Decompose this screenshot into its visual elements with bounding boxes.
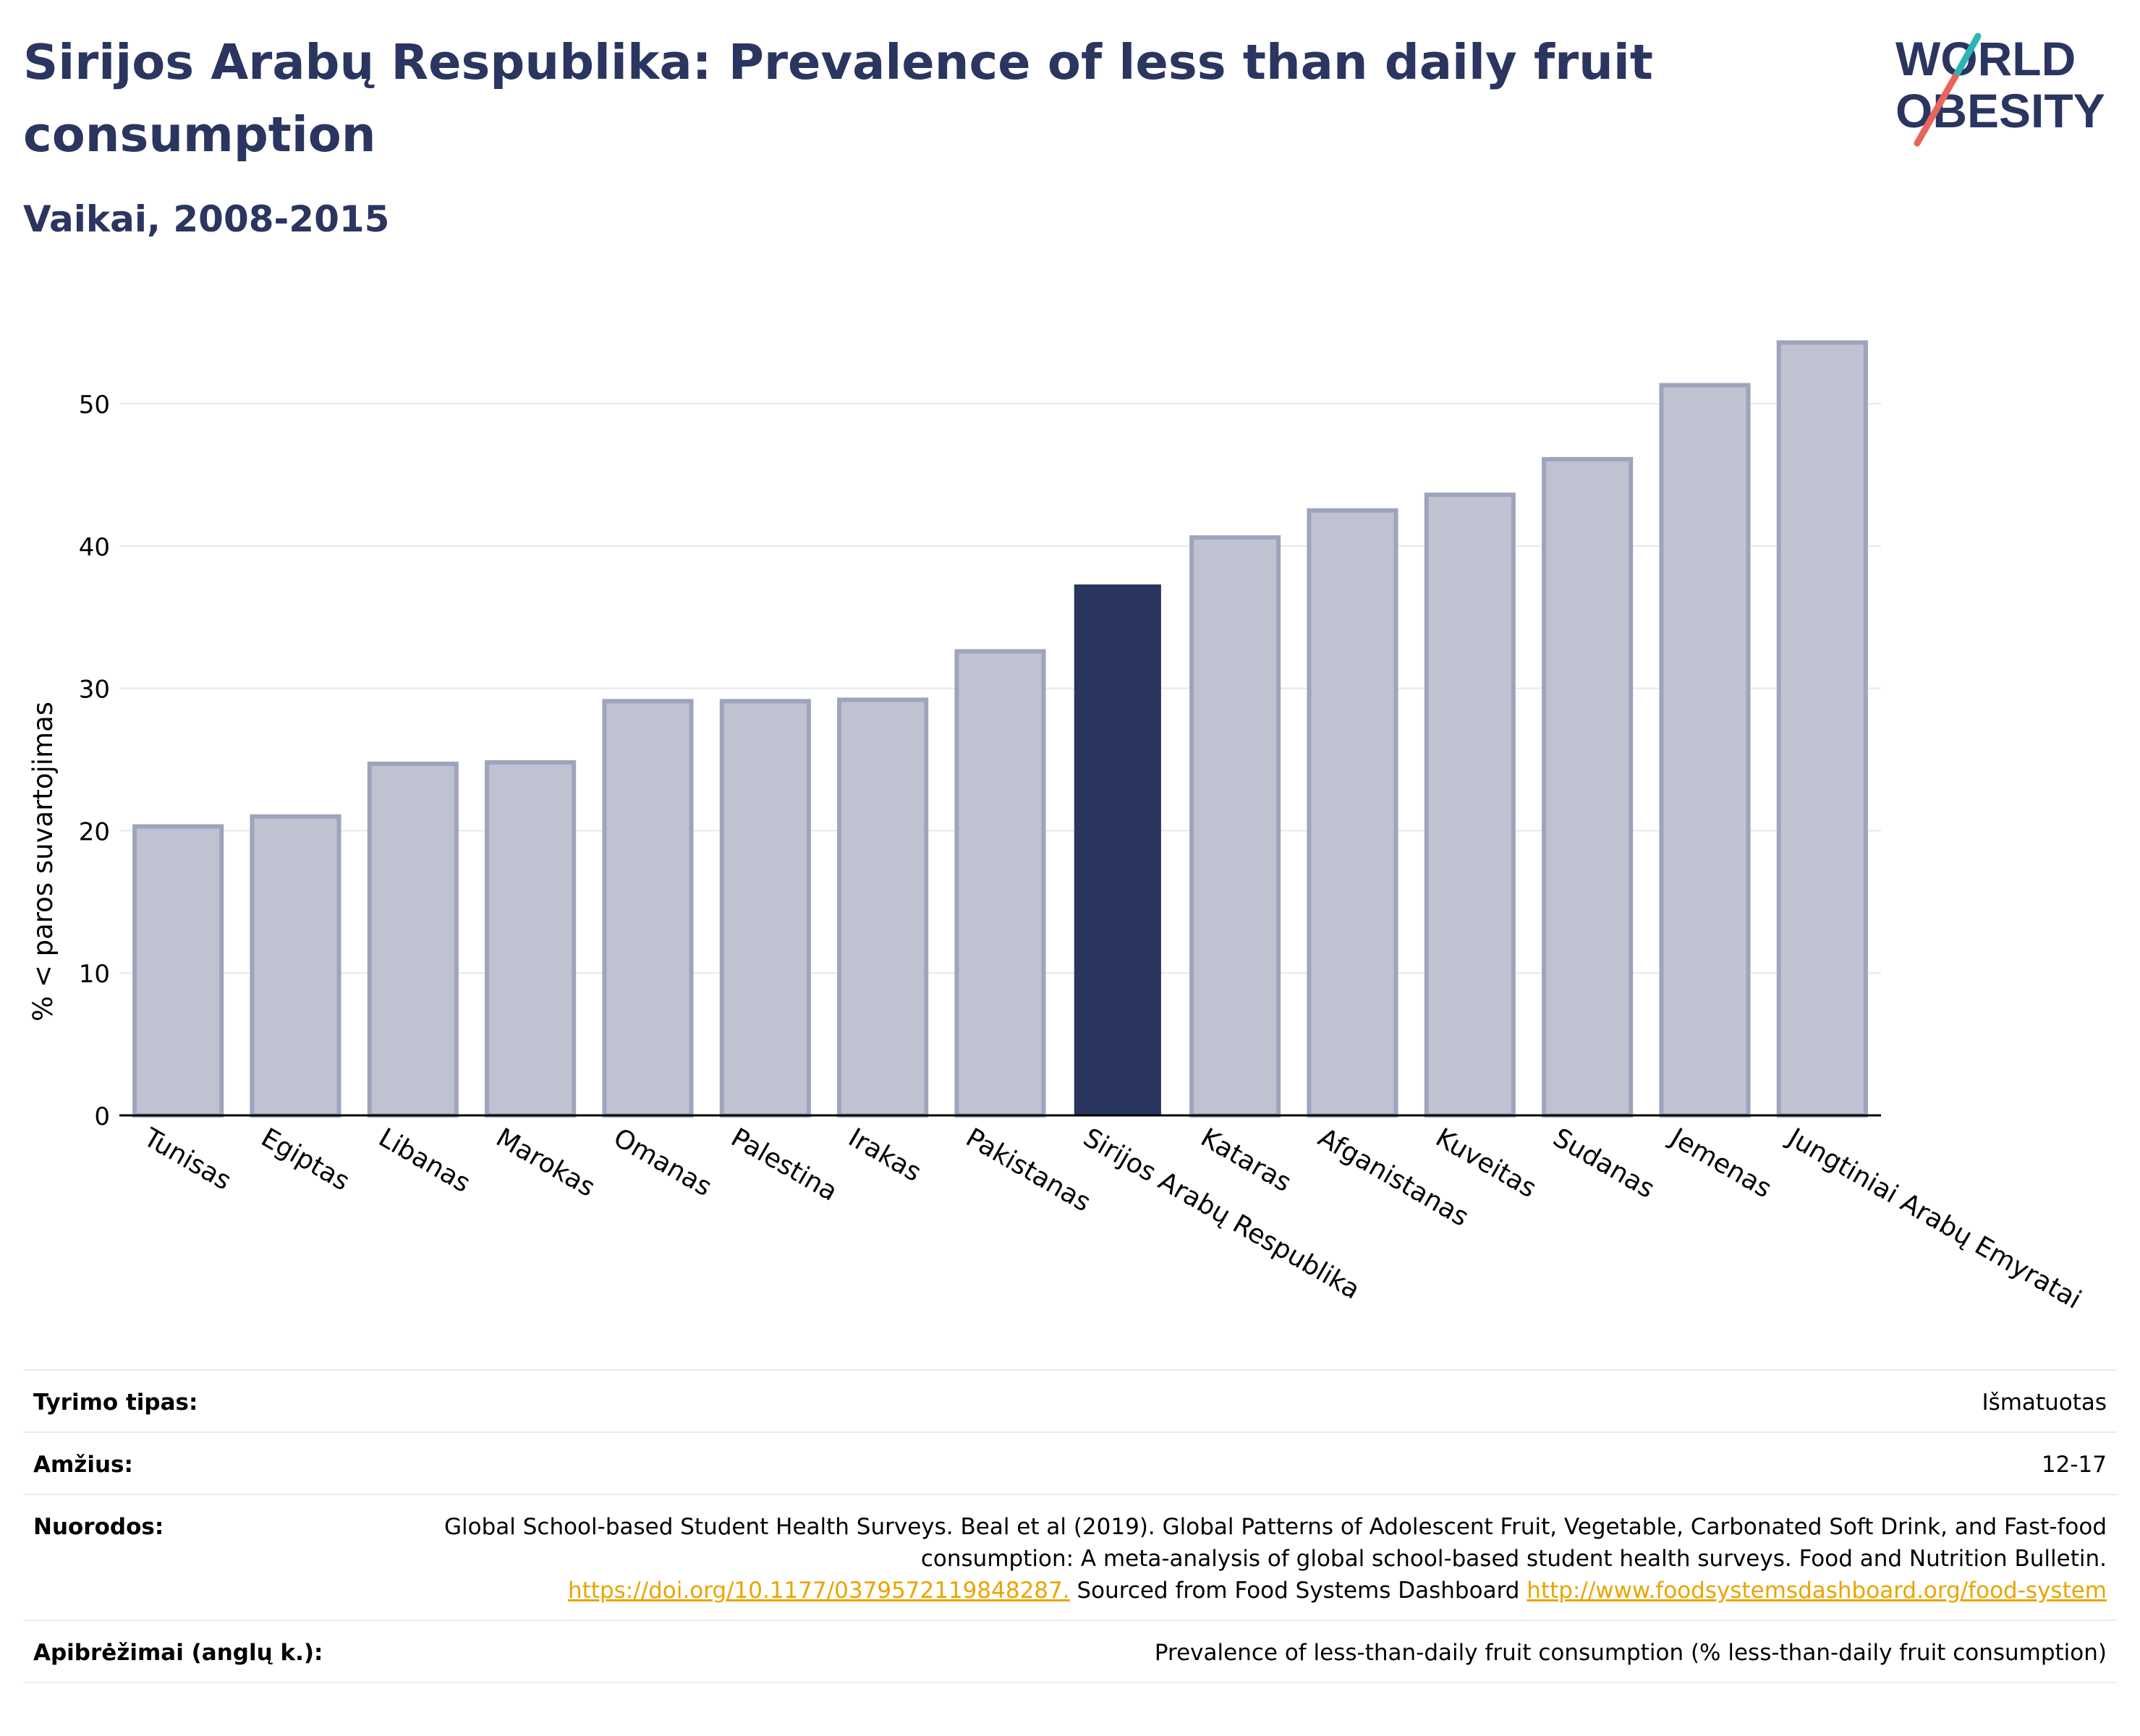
bar[interactable]: [485, 760, 577, 1118]
meta-label: Nuorodos:: [33, 1514, 164, 1540]
meta-value: Prevalence of less-than-daily fruit cons…: [1154, 1640, 2107, 1666]
x-tick-label: Marokas: [491, 1123, 600, 1203]
reference-text: Global School-based Student Health Surve…: [443, 1514, 2107, 1572]
meta-label: Tyrimo tipas:: [33, 1390, 198, 1416]
bar[interactable]: [954, 649, 1046, 1118]
meta-value: Išmatuotas: [1982, 1390, 2107, 1416]
metadata-table: Tyrimo tipas: Išmatuotas Amžius: 12-17 N…: [23, 1369, 2117, 1683]
x-tick-label: Kataras: [1196, 1123, 1296, 1198]
bar[interactable]: [602, 699, 694, 1118]
x-tick-label: Jemenas: [1664, 1122, 1776, 1204]
y-tick-label: 40: [79, 533, 110, 562]
meta-row-references: Nuorodos: Global School-based Student He…: [23, 1495, 2117, 1621]
logo-slash-teal: [1954, 33, 1982, 76]
x-tick-label: Pakistanas: [961, 1123, 1095, 1217]
bar[interactable]: [250, 814, 341, 1118]
meta-value-references: Global School-based Student Health Surve…: [438, 1511, 2107, 1607]
y-tick-label: 30: [79, 676, 110, 705]
bar[interactable]: [837, 697, 929, 1118]
bar[interactable]: [719, 699, 811, 1118]
x-tick-label: Libanas: [373, 1123, 475, 1199]
x-tick-label: Irakas: [844, 1123, 926, 1188]
bar[interactable]: [132, 824, 224, 1118]
meta-row-definitions: Apibrėžimai (anglų k.): Prevalence of le…: [23, 1621, 2117, 1683]
chart-title: Sirijos Arabų Respublika: Prevalence of …: [23, 34, 1653, 163]
logo-word-obesity: OBESITY: [1895, 84, 2105, 137]
bar[interactable]: [1659, 383, 1751, 1118]
bar[interactable]: [1424, 493, 1516, 1118]
x-tick-label: Tunisas: [138, 1123, 236, 1196]
x-tick-label: Jungtiniai Arabų Emyratai: [1782, 1122, 2086, 1315]
meta-label: Amžius:: [33, 1452, 133, 1478]
food-systems-dashboard-link[interactable]: http://www.foodsystemsdashboard.org/food…: [1527, 1578, 2107, 1604]
y-axis-title: % < paros suvartojimas: [27, 702, 59, 1021]
bar[interactable]: [367, 761, 459, 1118]
bar[interactable]: [1307, 508, 1398, 1118]
x-tick-label: Egiptas: [256, 1123, 354, 1196]
y-tick-label: 20: [79, 817, 110, 846]
world-obesity-logo: WORLD OBESITY: [1895, 32, 2105, 147]
logo-slash-coral: [1914, 69, 1961, 147]
y-tick-label: 50: [79, 391, 110, 420]
y-axis-ticks: 0 10 20 30 40 50: [79, 391, 110, 1131]
x-tick-label: Omanas: [608, 1123, 717, 1202]
x-tick-label: Palestina: [726, 1123, 842, 1207]
chart-subtitle: Vaikai, 2008-2015: [23, 198, 390, 240]
x-axis-labels: Tunisas Egiptas Libanas Marokas Omanas Palest…: [138, 1122, 2086, 1315]
y-tick-label: 10: [79, 960, 110, 989]
bar[interactable]: [1542, 456, 1634, 1118]
meta-row-age: Amžius: 12-17: [23, 1433, 2117, 1495]
y-tick-label: 0: [94, 1102, 110, 1131]
bar-chart: 0 10 20 30 40 50 Tunisas Egiptas Libanas Marokas…: [27, 340, 2086, 1315]
bar[interactable]: [1189, 535, 1281, 1118]
reference-source-text: Sourced from Food Systems Dashboard: [1069, 1578, 1527, 1604]
meta-value: 12-17: [2041, 1452, 2107, 1478]
x-tick-label: Sudanas: [1548, 1123, 1660, 1204]
bar-highlighted[interactable]: [1074, 584, 1161, 1115]
meta-label: Apibrėžimai (anglų k.):: [33, 1640, 323, 1666]
doi-link[interactable]: https://doi.org/10.1177/0379572119848287…: [568, 1578, 1070, 1604]
bars: [132, 340, 1868, 1118]
logo-word-world: WORLD: [1895, 32, 2076, 85]
meta-row-survey-type: Tyrimo tipas: Išmatuotas: [23, 1371, 2117, 1433]
bar[interactable]: [1776, 340, 1868, 1118]
